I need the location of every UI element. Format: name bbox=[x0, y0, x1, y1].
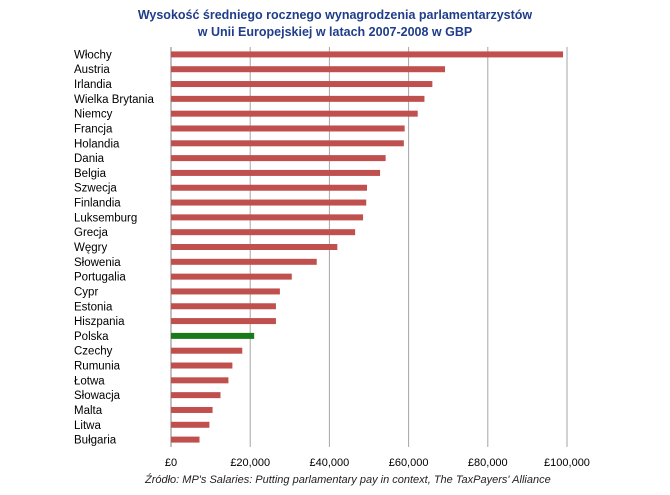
bar bbox=[171, 318, 276, 325]
bar bbox=[171, 169, 381, 176]
source-note: Źródło: MP's Salaries: Putting parlament… bbox=[145, 474, 551, 486]
category-label: Cypr bbox=[74, 286, 98, 298]
category-label: Węgry bbox=[74, 242, 107, 254]
chart-subtitle: w Unii Europejskiej w latach 2007-2008 w… bbox=[197, 25, 473, 39]
bar bbox=[171, 155, 386, 162]
bar bbox=[171, 421, 210, 428]
x-tick-label: £80,000 bbox=[468, 457, 508, 469]
bar bbox=[171, 347, 243, 354]
bar bbox=[171, 184, 368, 191]
category-label: Niemcy bbox=[74, 109, 113, 121]
bar bbox=[171, 51, 564, 58]
x-tick-label: £40,000 bbox=[310, 457, 350, 469]
category-label: Bułgaria bbox=[74, 435, 117, 447]
category-label: Słowacja bbox=[74, 390, 121, 402]
category-label: Litwa bbox=[74, 420, 101, 432]
category-label: Włochy bbox=[74, 49, 112, 61]
category-label: Luksemburg bbox=[74, 212, 137, 224]
category-label: Malta bbox=[74, 405, 103, 417]
category-label: Austria bbox=[74, 64, 110, 76]
x-tick-label: £20,000 bbox=[230, 457, 270, 469]
x-tick-label: £60,000 bbox=[389, 457, 429, 469]
category-label: Belgia bbox=[74, 168, 107, 180]
category-label: Francja bbox=[74, 123, 113, 135]
bar bbox=[171, 377, 229, 384]
bar bbox=[171, 303, 276, 310]
x-tick-label: £100,000 bbox=[544, 457, 590, 469]
chart-title: Wysokość średniego rocznego wynagrodzeni… bbox=[137, 8, 533, 22]
x-tick-label: £0 bbox=[165, 457, 177, 469]
category-label: Wielka Brytania bbox=[74, 94, 154, 106]
bar bbox=[171, 392, 221, 399]
bar bbox=[171, 258, 317, 265]
bar bbox=[171, 66, 446, 73]
category-label: Holandia bbox=[74, 138, 120, 150]
category-label: Rumunia bbox=[74, 361, 121, 373]
bar bbox=[171, 362, 233, 369]
category-label: Finlandia bbox=[74, 198, 121, 210]
bar bbox=[171, 140, 404, 147]
bar bbox=[171, 244, 338, 250]
category-label: Irlandia bbox=[74, 79, 112, 91]
bar bbox=[171, 214, 364, 221]
bar bbox=[171, 95, 425, 102]
category-label: Polska bbox=[74, 331, 109, 343]
category-label: Portugalia bbox=[74, 272, 126, 284]
category-label: Estonia bbox=[74, 301, 113, 313]
category-label: Hiszpania bbox=[74, 316, 125, 328]
bar bbox=[171, 125, 405, 132]
bar bbox=[171, 81, 433, 88]
category-label: Grecja bbox=[74, 227, 108, 239]
category-label: Łotwa bbox=[74, 375, 105, 387]
category-label: Dania bbox=[74, 153, 105, 165]
bar bbox=[171, 406, 213, 413]
bar bbox=[171, 199, 367, 206]
bar bbox=[171, 229, 356, 236]
bar bbox=[171, 110, 418, 117]
bar bbox=[171, 288, 280, 295]
category-label: Czechy bbox=[74, 346, 113, 358]
category-label: Szwecja bbox=[74, 183, 117, 195]
category-label: Słowenia bbox=[74, 257, 121, 269]
bar bbox=[171, 332, 255, 339]
bar bbox=[171, 273, 292, 280]
bar bbox=[171, 436, 200, 443]
